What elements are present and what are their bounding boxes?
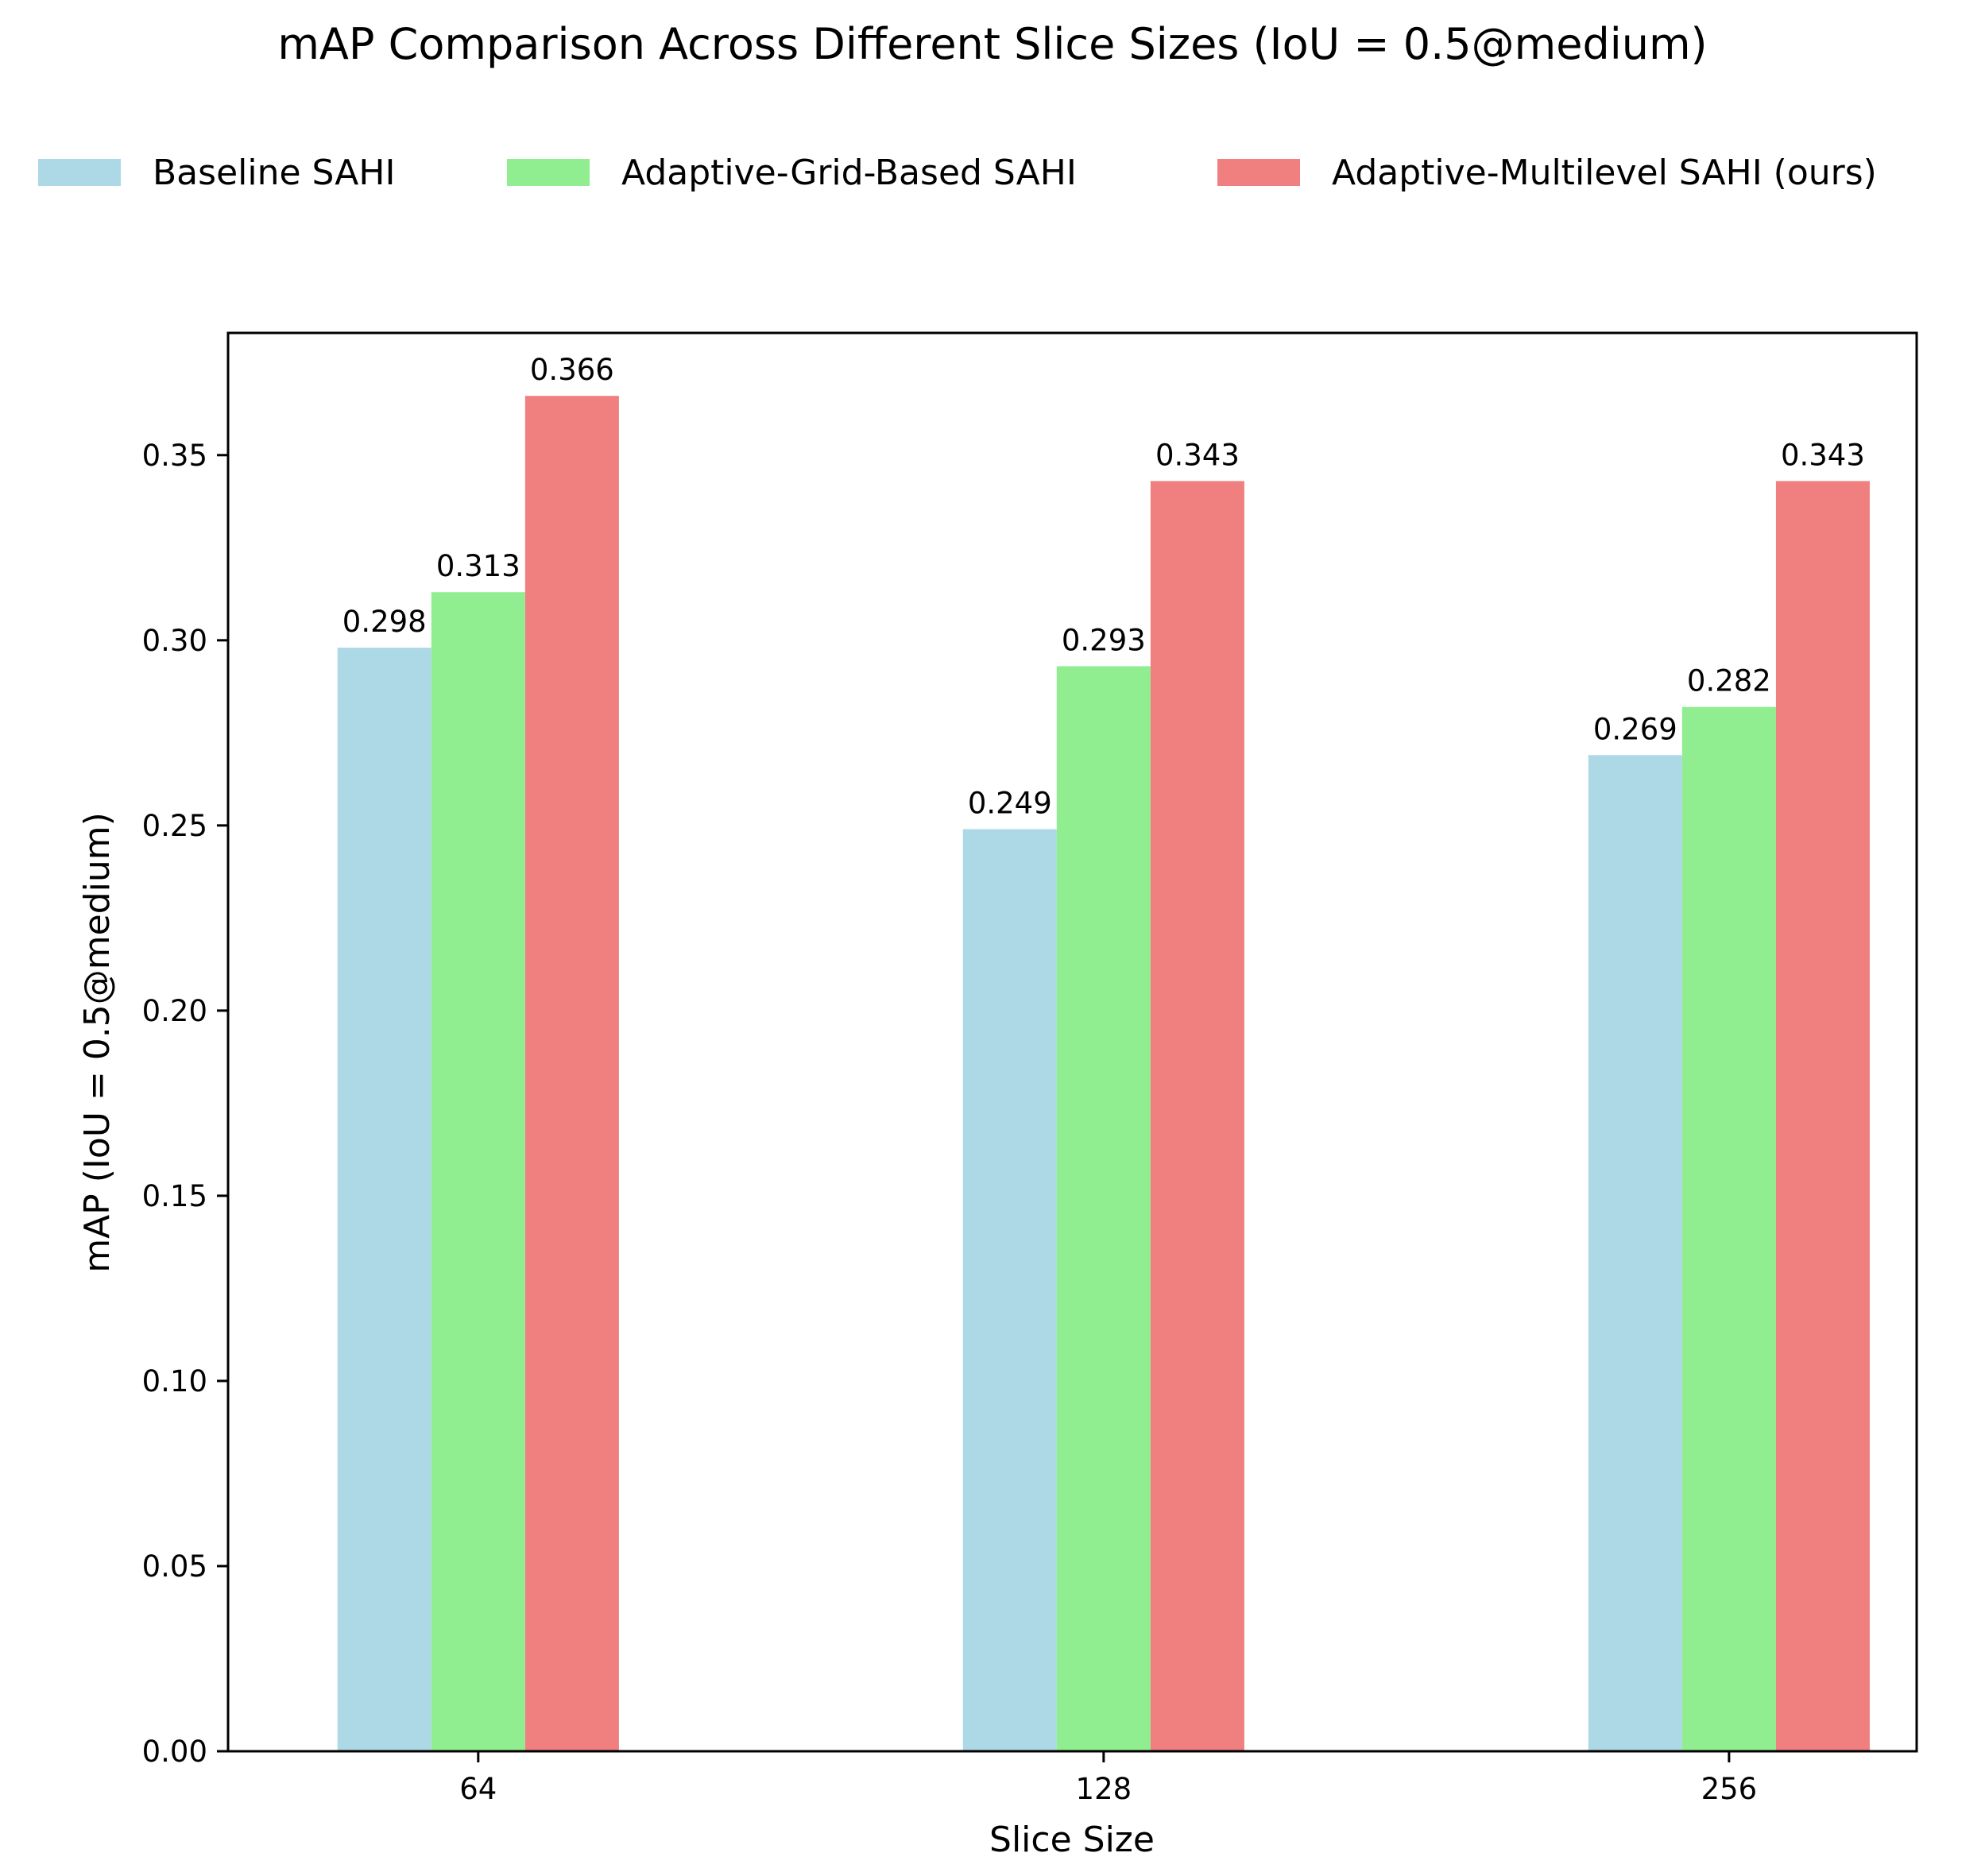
x-tick-label: 128 xyxy=(1076,1772,1132,1806)
y-tick-label: 0.30 xyxy=(142,624,207,658)
bar-series-2-cat-0 xyxy=(524,396,619,1752)
y-tick-label: 0.20 xyxy=(142,994,207,1028)
y-tick-label: 0.25 xyxy=(142,809,207,843)
legend-label-2: Adaptive-Multilevel SAHI (ours) xyxy=(1332,153,1877,193)
bar-value-label: 0.282 xyxy=(1687,664,1771,698)
y-tick-label: 0.00 xyxy=(142,1735,207,1769)
bar-series-1-cat-1 xyxy=(1056,666,1151,1752)
value-labels-group: 0.298 0.249 0.269 0.313 0.293 0.282 0.366 0.343… xyxy=(342,353,1865,820)
bar-value-label: 0.298 xyxy=(342,605,427,639)
bar-series-0-cat-1 xyxy=(962,829,1057,1751)
legend-swatch-0 xyxy=(38,159,121,186)
legend-swatch-1 xyxy=(507,159,590,186)
chart-title: mAP Comparison Across Different Slice Si… xyxy=(277,19,1707,69)
bar-series-2-cat-2 xyxy=(1775,481,1870,1751)
bar-series-1-cat-2 xyxy=(1681,706,1776,1751)
y-tick-label: 0.10 xyxy=(142,1364,207,1398)
bar-value-label: 0.366 xyxy=(530,353,614,387)
bar-series-0-cat-0 xyxy=(337,648,431,1751)
y-tick-label: 0.15 xyxy=(142,1179,207,1213)
x-tick-label: 256 xyxy=(1701,1772,1758,1806)
bars-group xyxy=(337,396,1870,1752)
bar-value-label: 0.343 xyxy=(1155,438,1240,472)
bar-series-0-cat-2 xyxy=(1588,755,1682,1752)
plot-frame xyxy=(226,331,1918,1753)
legend: Baseline SAHI Adaptive-Grid-Based SAHI Ada… xyxy=(38,153,1877,193)
bar-value-label: 0.249 xyxy=(968,787,1052,821)
y-tick-label: 0.05 xyxy=(142,1549,207,1584)
bar-series-2-cat-1 xyxy=(1150,481,1244,1751)
x-tick-label: 64 xyxy=(459,1772,497,1806)
bar-value-label: 0.343 xyxy=(1781,438,1865,472)
y-tick-label: 0.35 xyxy=(142,439,207,473)
bar-value-label: 0.313 xyxy=(436,549,520,583)
bar-series-1-cat-0 xyxy=(431,592,525,1751)
legend-swatch-2 xyxy=(1217,159,1300,186)
legend-label-0: Baseline SAHI xyxy=(153,153,395,193)
x-axis-label: Slice Size xyxy=(989,1820,1155,1860)
y-axis-label: mAP (IoU = 0.5@medium) xyxy=(77,812,118,1273)
legend-label-1: Adaptive-Grid-Based SAHI xyxy=(621,153,1077,193)
bar-value-label: 0.269 xyxy=(1593,712,1677,746)
x-axis-ticks: 64 128 256 xyxy=(459,1751,1757,1806)
y-axis-ticks: 0.00 0.05 0.10 0.15 0.20 0.25 0.30 0.35 xyxy=(142,439,228,1769)
bar-value-label: 0.293 xyxy=(1062,623,1146,657)
